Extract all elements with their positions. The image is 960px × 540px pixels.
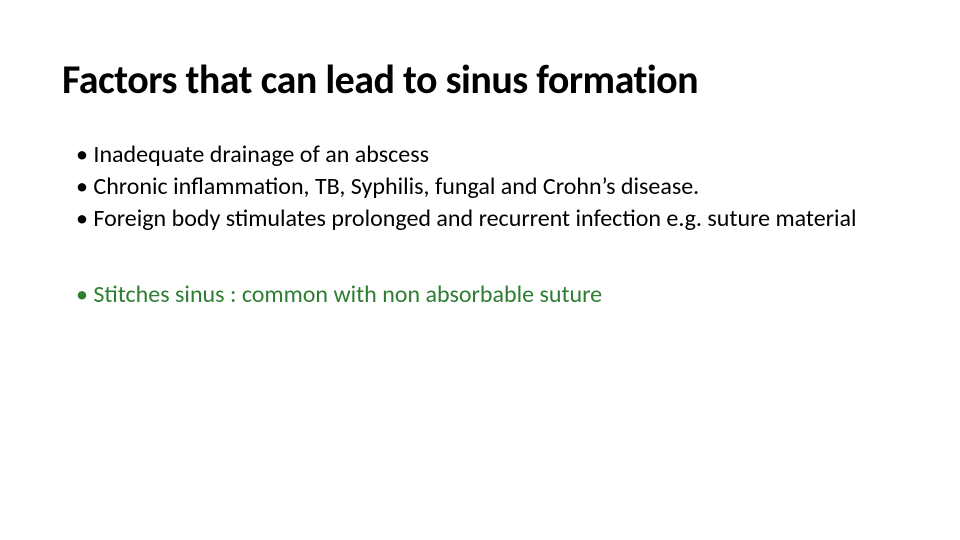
bullet-item: Chronic inflammation, TB, Syphilis, fung… (62, 172, 898, 202)
bullet-list: Inadequate drainage of an abscess Chroni… (62, 140, 898, 234)
bullet-item: Foreign body stimulates prolonged and re… (62, 204, 898, 234)
slide: Factors that can lead to sinus formation… (0, 0, 960, 540)
highlight-item: Stitches sinus : common with non absorba… (62, 280, 898, 309)
highlight-list: Stitches sinus : common with non absorba… (62, 280, 898, 309)
slide-title: Factors that can lead to sinus formation (62, 58, 898, 102)
bullet-item: Inadequate drainage of an abscess (62, 140, 898, 170)
